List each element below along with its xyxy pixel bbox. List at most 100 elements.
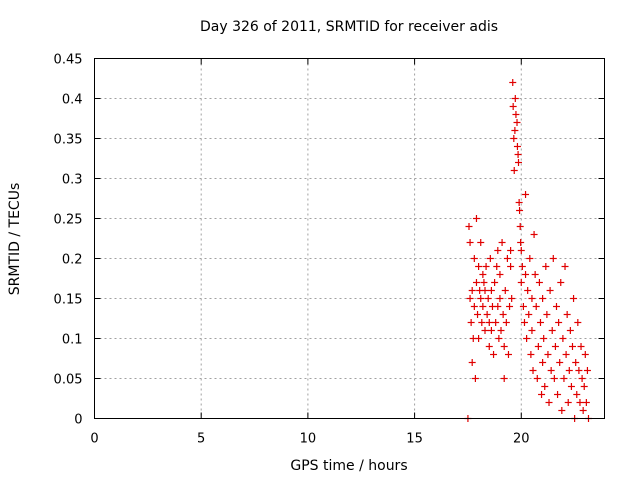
data-point	[538, 391, 546, 398]
data-point	[468, 287, 476, 294]
data-point	[495, 335, 503, 342]
y-tick-label: 0.05	[54, 373, 83, 388]
data-point	[496, 295, 504, 302]
x-tick-label: 15	[406, 432, 423, 447]
data-point	[562, 351, 570, 358]
data-point	[544, 351, 552, 358]
data-point	[504, 351, 512, 358]
y-tick-label: 0.4	[62, 93, 83, 108]
data-point	[468, 359, 476, 366]
data-point	[500, 375, 508, 382]
data-point	[477, 239, 485, 246]
data-point	[536, 319, 544, 326]
data-point	[520, 319, 528, 326]
data-point	[516, 223, 524, 230]
data-point	[567, 383, 575, 390]
data-point	[524, 287, 532, 294]
data-point	[499, 311, 507, 318]
data-point	[472, 215, 480, 222]
grid-lines	[94, 58, 605, 419]
y-tick-label: 0.2	[62, 253, 83, 268]
y-axis-label: SRMTID / TECUs	[7, 183, 23, 296]
data-point	[581, 351, 589, 358]
data-point	[500, 343, 508, 350]
data-point	[525, 311, 533, 318]
data-point	[511, 127, 519, 134]
data-point	[507, 247, 515, 254]
data-point	[517, 247, 525, 254]
data-point	[570, 295, 578, 302]
data-point	[494, 247, 502, 254]
data-point	[555, 319, 563, 326]
data-point	[554, 391, 562, 398]
data-point	[481, 327, 489, 334]
data-point	[503, 255, 511, 262]
data-point	[471, 375, 479, 382]
data-point	[492, 319, 500, 326]
data-point	[518, 263, 526, 270]
data-point	[467, 319, 475, 326]
y-tick-label: 0	[74, 413, 82, 428]
data-point	[479, 271, 487, 278]
data-point	[532, 303, 540, 310]
data-point	[496, 271, 504, 278]
data-point	[478, 319, 486, 326]
data-point	[477, 295, 485, 302]
data-point	[509, 103, 517, 110]
data-point	[513, 119, 521, 126]
data-point	[539, 359, 547, 366]
data-point	[494, 303, 502, 310]
data-point	[527, 351, 535, 358]
data-point	[558, 407, 566, 414]
data-point	[517, 279, 525, 286]
data-point	[481, 287, 489, 294]
data-point	[470, 303, 478, 310]
data-point	[577, 343, 585, 350]
data-point	[549, 255, 557, 262]
data-point	[552, 303, 560, 310]
data-point	[576, 399, 584, 406]
data-point	[512, 111, 520, 118]
data-point	[517, 239, 525, 246]
x-axis-label: GPS time / hours	[290, 458, 407, 474]
data-point	[530, 231, 538, 238]
data-point	[475, 335, 483, 342]
data-point	[546, 287, 554, 294]
data-point	[583, 367, 591, 374]
y-tick-label: 0.25	[54, 213, 83, 228]
data-point	[572, 359, 580, 366]
data-point	[502, 319, 510, 326]
data-point	[573, 391, 581, 398]
data-point	[465, 223, 473, 230]
data-point	[490, 351, 498, 358]
data-point	[487, 287, 495, 294]
data-point	[466, 239, 474, 246]
data-point	[516, 207, 524, 214]
y-tick-label: 0.3	[62, 173, 83, 188]
data-point	[563, 311, 571, 318]
data-point	[514, 151, 522, 158]
y-tick-label: 0.15	[54, 293, 83, 308]
data-point	[515, 159, 523, 166]
data-point	[513, 143, 521, 150]
data-point	[556, 359, 564, 366]
data-point	[559, 335, 567, 342]
data-point	[543, 311, 551, 318]
data-point	[541, 383, 549, 390]
data-point	[522, 271, 530, 278]
data-point	[582, 399, 590, 406]
data-point	[548, 327, 556, 334]
data-point	[510, 135, 518, 142]
data-point	[508, 295, 516, 302]
data-point	[509, 79, 517, 86]
x-tick-label: 0	[90, 432, 98, 447]
data-point	[539, 295, 547, 302]
data-point	[528, 295, 536, 302]
data-point	[560, 375, 568, 382]
data-point	[575, 367, 583, 374]
data-point	[472, 279, 480, 286]
data-point	[470, 255, 478, 262]
data-point	[547, 367, 555, 374]
data-point	[493, 263, 501, 270]
data-point	[526, 255, 534, 262]
